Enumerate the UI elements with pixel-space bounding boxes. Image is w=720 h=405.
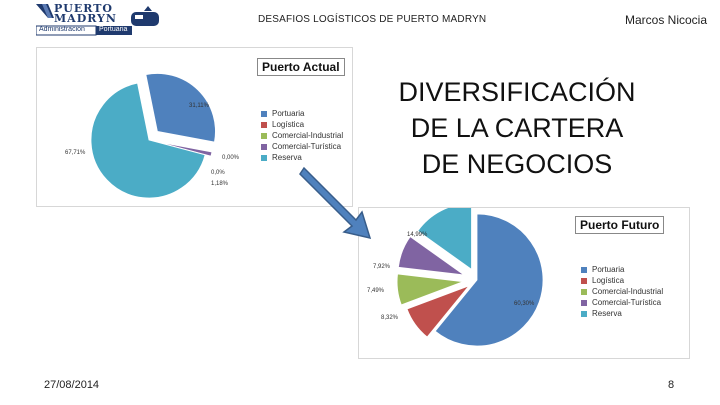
data-label: 7,92% <box>373 264 391 270</box>
pie-chart-futuro <box>396 208 544 347</box>
author-name: Marcos Nicocia <box>625 13 708 27</box>
data-label: 7,49% <box>367 288 385 294</box>
headline-line-1: DIVERSIFICACIÓN <box>398 77 636 107</box>
legend-item: Logística <box>581 275 663 286</box>
chart-title: Puerto Actual <box>257 58 345 76</box>
legend-label: Portuaria <box>592 265 625 274</box>
headline-line-2: DE LA CARTERA <box>410 113 624 143</box>
legend-label: Comercial-Industrial <box>592 287 664 296</box>
legend-item: Comercial-Industrial <box>261 130 343 141</box>
logo-line-1: PUERTO <box>54 2 113 15</box>
legend-swatch <box>261 133 267 139</box>
chart-title: Puerto Futuro <box>575 216 665 234</box>
logo-emblem-icon <box>36 4 159 36</box>
legend-item: Comercial-Industrial <box>581 286 663 297</box>
legend-item: Portuaria <box>581 264 663 275</box>
legend-item: Reserva <box>261 152 343 163</box>
slide-headline: DIVERSIFICACIÓN DE LA CARTERA DE NEGOCIO… <box>392 74 642 182</box>
pie-slice-comercial-tur-stica <box>397 236 465 276</box>
legend-item: Portuaria <box>261 108 343 119</box>
legend-swatch <box>581 267 587 273</box>
pie-slice-reserva <box>417 208 472 271</box>
legend-item: Comercial-Turística <box>581 297 663 308</box>
legend-item: Comercial-Turística <box>261 141 343 152</box>
data-label: 0,0% <box>211 170 225 176</box>
legend-futuro: Portuaria Logística Comercial-Industrial Co… <box>581 264 663 319</box>
legend-item: Logística <box>261 119 343 130</box>
data-label: 8,32% <box>381 315 399 321</box>
legend-label: Portuaria <box>272 109 305 118</box>
data-label: 60,30% <box>514 301 535 307</box>
data-label: 1,18% <box>211 181 229 187</box>
legend-label: Comercial-Turística <box>272 142 342 151</box>
data-label: 14,99% <box>407 232 428 238</box>
legend-swatch <box>581 289 587 295</box>
legend-label: Comercial-Industrial <box>272 131 344 140</box>
pie-slice-comercial-industrial <box>396 273 464 306</box>
pie-slice-reserva <box>90 82 206 199</box>
pie-chart-actual <box>90 73 216 199</box>
logo-sub-1: Administración <box>39 26 85 33</box>
data-label: 31,11% <box>189 103 209 109</box>
logo-line-2: MADRYN <box>54 12 117 25</box>
legend-swatch <box>581 278 587 284</box>
headline-line-3: DE NEGOCIOS <box>421 149 613 179</box>
puerto-madryn-logo: PUERTO MADRYN Administración Portuaria <box>36 2 164 36</box>
legend-item: Reserva <box>581 308 663 319</box>
legend-actual: Portuaria Logística Comercial-Industrial Co… <box>261 108 343 163</box>
data-label: 67,71% <box>65 150 86 156</box>
page-number: 8 <box>668 379 675 391</box>
footer-date: 27/08/2014 <box>44 379 100 391</box>
chart-puerto-futuro: Puerto Futuro Portuaria Logística Comercia… <box>358 207 690 359</box>
legend-swatch <box>261 122 267 128</box>
legend-swatch <box>261 111 267 117</box>
legend-label: Comercial-Turística <box>592 298 662 307</box>
legend-swatch <box>261 144 267 150</box>
data-label: 0,00% <box>222 155 240 161</box>
header-title: DESAFIOS LOGÍSTICOS DE PUERTO MADRYN <box>258 14 487 25</box>
pie-slice-portuaria <box>145 73 216 143</box>
chart-puerto-actual: Puerto Actual Portuaria Logística Comercia… <box>36 47 353 207</box>
legend-swatch <box>581 300 587 306</box>
pie-slice-log-stica <box>406 284 471 338</box>
transition-arrow-icon <box>299 166 372 240</box>
pie-slice-portuaria <box>434 213 544 347</box>
legend-label: Logística <box>592 276 625 285</box>
legend-label: Logística <box>272 120 305 129</box>
logo-sub-2: Portuaria <box>99 26 128 33</box>
legend-swatch <box>261 155 267 161</box>
legend-label: Reserva <box>592 309 622 318</box>
legend-label: Reserva <box>272 153 302 162</box>
legend-swatch <box>581 311 587 317</box>
